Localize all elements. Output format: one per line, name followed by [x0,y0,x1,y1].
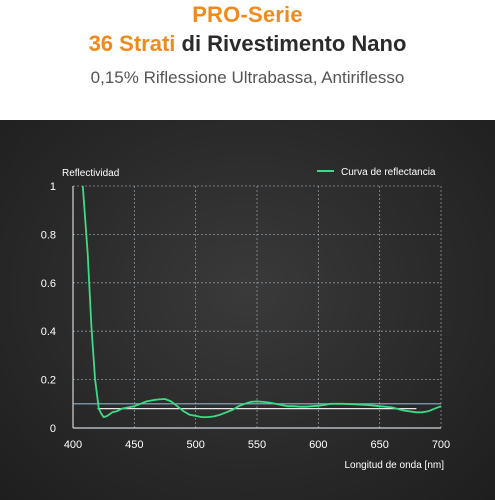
reflectance-curve [81,185,442,418]
series-layer [81,185,442,418]
y-tick-label: 0.4 [41,326,56,338]
axes [72,186,441,429]
reference-lines [73,403,441,410]
x-tick-label: 400 [64,439,82,451]
legend: Curva de reflectancia [317,167,436,178]
x-tick-label: 700 [432,439,450,451]
x-tick-label: 600 [309,439,327,451]
y-axis-label: Reflectividad [62,168,119,179]
header: PRO-Serie 36 Strati di Rivestimento Nano… [0,0,495,118]
subtitle: 0,15% Riflessione Ultrabassa, Antirifles… [90,68,405,87]
x-tick-label: 550 [248,439,266,451]
headline-accent: 36 Strati [88,31,176,56]
headline: 36 Strati di Rivestimento Nano [0,31,495,57]
headline-rest: di Rivestimento Nano [175,31,407,56]
y-tick-label: 0.2 [41,375,56,387]
grid [73,185,442,428]
y-tick-labels: 0 0.2 0.4 0.6 0.8 1 [41,181,56,435]
x-tick-labels: 400 450 500 550 600 650 700 [64,439,450,451]
y-tick-label: 0 [50,423,56,435]
y-tick-label: 0.6 [41,278,56,290]
x-tick-label: 450 [125,439,143,451]
y-tick-label: 0.8 [41,229,56,241]
x-axis-label: Longitud de onda [nm] [344,460,444,471]
x-tick-label: 650 [370,439,388,451]
y-tick-label: 1 [50,181,56,193]
reflectance-chart: 400 450 500 550 600 650 700 0 0.2 0.4 0.6 0.8 1 Ref… [41,167,450,471]
chart-panel: 400 450 500 550 600 650 700 0 0.2 0.4 0.6 0.8 1 Ref… [0,120,495,500]
legend-label: Curva de reflectancia [341,167,436,178]
series-title: PRO-Serie [192,2,303,27]
x-tick-label: 500 [186,439,204,451]
